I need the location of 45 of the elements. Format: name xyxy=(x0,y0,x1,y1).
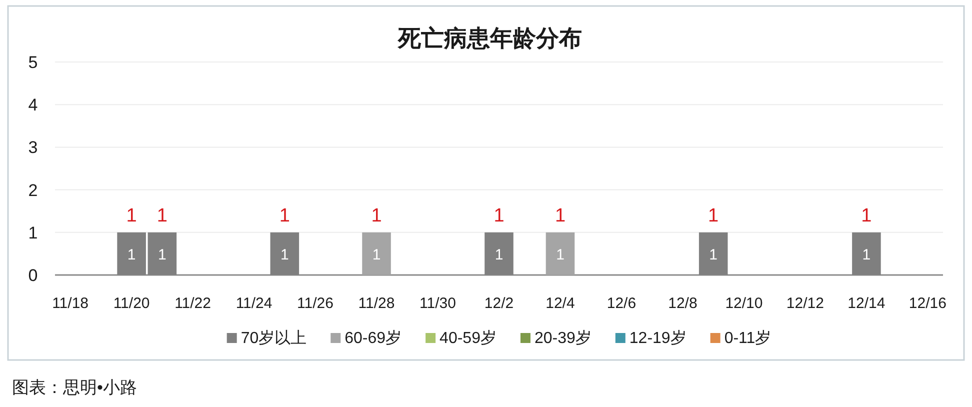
data-label: 1 xyxy=(556,246,564,264)
x-tick-label: 11/22 xyxy=(174,295,212,312)
y-tick-label: 0 xyxy=(28,266,38,285)
total-label: 1 xyxy=(494,205,504,226)
x-tick-label: 12/8 xyxy=(668,295,698,312)
data-label: 1 xyxy=(709,246,718,264)
legend-label: 60-69岁 xyxy=(344,329,402,347)
total-label: 1 xyxy=(554,205,566,226)
x-tick-label: 12/14 xyxy=(848,295,886,312)
title: 死亡病患年龄分布 xyxy=(398,25,582,51)
x-tick-label: 12/2 xyxy=(484,295,514,312)
legend-label: 0-11岁 xyxy=(724,329,772,347)
data-label: 1 xyxy=(280,246,289,264)
y-tick-label: 4 xyxy=(28,96,38,115)
legend-label: 12-19岁 xyxy=(629,329,686,347)
x-tick-label: 12/12 xyxy=(786,295,824,312)
total-label: 1 xyxy=(126,205,137,226)
x-tick-label: 12/16 xyxy=(908,295,946,312)
y-tick-label: 5 xyxy=(28,53,38,72)
total-label: 1 xyxy=(371,205,382,226)
x-tick-label: 11/18 xyxy=(52,295,89,312)
x-tick-label: 12/6 xyxy=(606,295,636,312)
data-label: 1 xyxy=(372,246,381,264)
legend-label: 70岁以上 xyxy=(240,329,307,347)
data-label: 1 xyxy=(862,246,871,264)
x-tick-label: 11/30 xyxy=(420,295,456,312)
total-label: 1 xyxy=(279,205,290,226)
total-label: 1 xyxy=(861,205,872,226)
y-tick-label: 3 xyxy=(28,138,38,158)
data-label: 1 xyxy=(158,246,166,264)
legend-label: 20-39岁 xyxy=(534,329,592,347)
x-tick-label: 12/10 xyxy=(725,295,763,312)
x-tick-label: 11/20 xyxy=(113,295,150,312)
legend-label: 40-59岁 xyxy=(440,329,496,347)
text: 图表：思明•小路 xyxy=(12,378,137,397)
y-tick-label: 1 xyxy=(28,223,38,242)
total-label: 1 xyxy=(156,205,168,226)
data-label: 1 xyxy=(494,246,504,264)
x-tick-label: 12/4 xyxy=(546,295,575,312)
data-label: 1 xyxy=(127,246,136,264)
total-label: 1 xyxy=(708,205,719,226)
x-tick-label: 11/28 xyxy=(358,295,395,312)
y-tick-label: 2 xyxy=(28,180,38,200)
x-tick-label: 11/26 xyxy=(297,295,334,312)
x-tick-label: 11/24 xyxy=(236,295,272,312)
